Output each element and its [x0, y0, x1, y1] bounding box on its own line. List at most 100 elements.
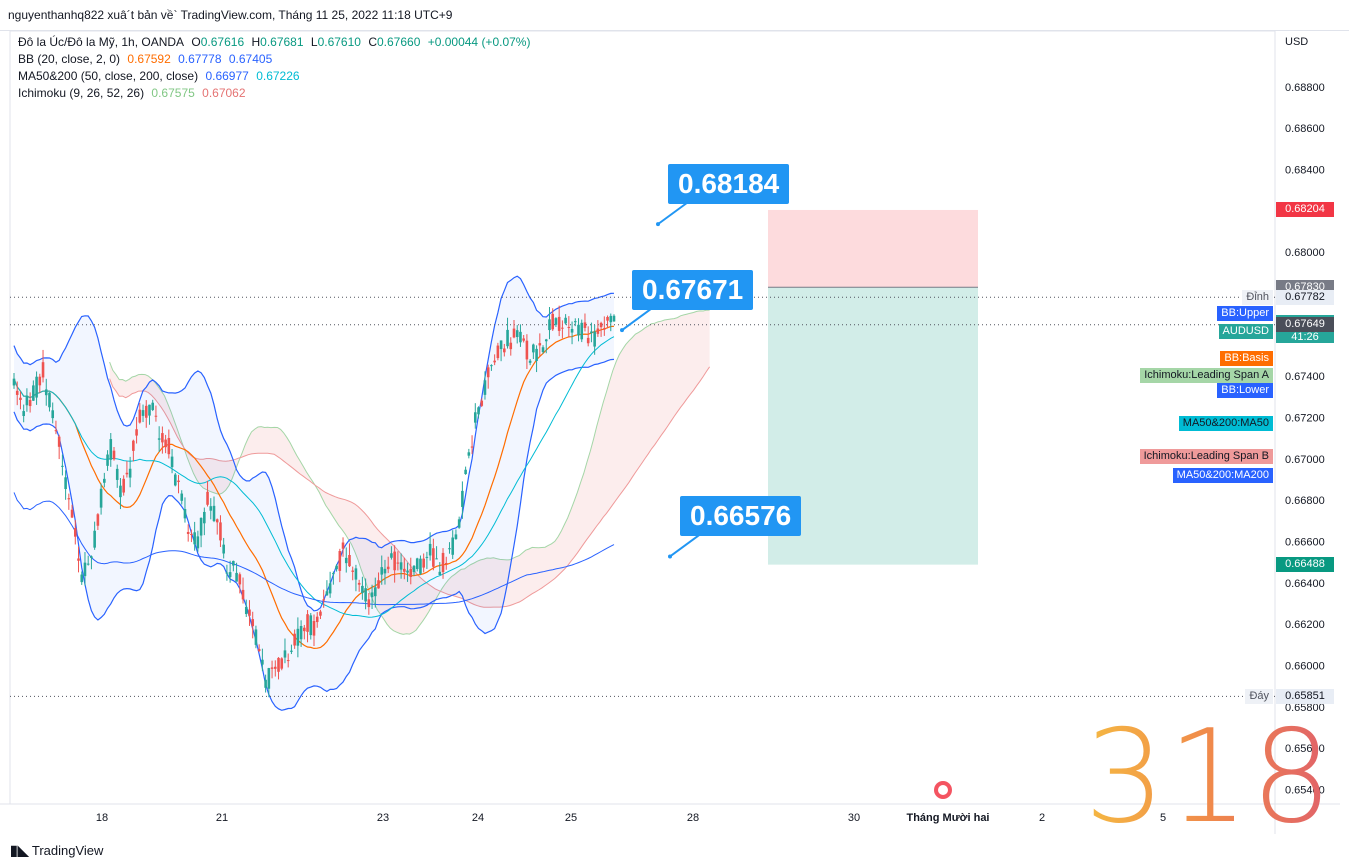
- candle-body: [154, 415, 158, 417]
- candle-body: [290, 650, 293, 652]
- legend-symbol-name: Đô la Úc/Đô la Mỹ, 1h, OANDA: [18, 35, 185, 49]
- price-callout: 0.66576: [680, 496, 802, 537]
- candle-body: [15, 390, 19, 395]
- candle-body: [151, 402, 155, 410]
- legend-bb[interactable]: BB (20, close, 2, 0) 0.67592 0.67778 0.6…: [18, 52, 276, 66]
- candle-body: [332, 573, 335, 575]
- candle-body: [190, 533, 193, 535]
- series-label: BB:Basis: [1220, 350, 1273, 366]
- candle-body: [415, 558, 419, 570]
- candle-body: [396, 562, 400, 564]
- candle-body: [61, 465, 64, 467]
- legend-symbol[interactable]: Đô la Úc/Đô la Mỹ, 1h, OANDA O0.67616 H0…: [18, 35, 534, 49]
- candle-body: [238, 574, 242, 585]
- candle-body: [435, 558, 438, 560]
- candle-body: [206, 491, 209, 505]
- candle-body: [454, 534, 458, 540]
- candle-body: [135, 429, 138, 436]
- candle-body: [496, 345, 500, 359]
- candle-body: [361, 585, 364, 594]
- candle-body: [515, 330, 519, 338]
- candle-body: [544, 339, 548, 342]
- candle-body: [403, 568, 406, 572]
- candle-body: [603, 328, 606, 330]
- candle-body: [609, 315, 613, 323]
- candle-body: [225, 572, 229, 574]
- y-tick-label: 0.66800: [1285, 495, 1325, 507]
- legend-bb-lower: 0.67405: [228, 52, 273, 66]
- candle-body: [461, 490, 464, 507]
- candle-body: [441, 552, 445, 573]
- candle-body: [341, 542, 345, 549]
- legend-span-a: 0.67575: [151, 86, 195, 100]
- leading-span-a: [109, 309, 710, 635]
- candle-body: [22, 411, 25, 417]
- y-tick-label: 0.66400: [1285, 578, 1325, 590]
- candle-body: [261, 659, 264, 665]
- y-tick-label: 0.68800: [1285, 82, 1325, 94]
- candle-body: [386, 566, 390, 570]
- candle-body: [390, 553, 393, 558]
- candle-body: [312, 621, 316, 636]
- y-tick-label: 0.65600: [1285, 743, 1325, 755]
- x-tick-label: 25: [565, 812, 577, 824]
- x-tick-label: 23: [377, 812, 389, 824]
- candle-body: [467, 452, 471, 456]
- callout-pointer: [621, 307, 653, 331]
- candle-body: [422, 558, 425, 568]
- y-tick-label: 0.65400: [1285, 785, 1325, 797]
- candle-body: [596, 328, 600, 334]
- candle-body: [315, 616, 319, 623]
- candle-body: [551, 313, 555, 330]
- legend-ichimoku[interactable]: Ichimoku (9, 26, 52, 26) 0.67575 0.67062: [18, 86, 250, 100]
- candle-body: [344, 557, 348, 564]
- candle-body: [148, 404, 151, 416]
- price-tag: 0.65851: [1276, 688, 1334, 704]
- candle-body: [141, 410, 145, 416]
- candle-body: [273, 666, 277, 669]
- y-tick-label: 0.68000: [1285, 247, 1325, 259]
- candle-body: [83, 562, 87, 577]
- x-tick-label: 2: [1039, 812, 1045, 824]
- candle-body: [370, 592, 374, 598]
- candle-body: [112, 450, 116, 460]
- candle-body: [125, 472, 129, 475]
- candle-body: [251, 619, 255, 627]
- candle-body: [425, 556, 429, 558]
- candle-body: [180, 493, 184, 501]
- candle-body: [519, 331, 522, 343]
- bb-lower-line: [13, 358, 615, 711]
- candle-body: [541, 347, 545, 353]
- countdown-timer: 41:26: [1291, 330, 1319, 343]
- candle-body: [212, 505, 216, 522]
- candle-body: [132, 440, 135, 451]
- candle-body: [235, 572, 238, 582]
- candle-body: [80, 574, 84, 583]
- series-label: MA50&200:MA50: [1178, 415, 1273, 431]
- candle-body: [335, 565, 338, 570]
- series-label: BB:Upper: [1217, 306, 1273, 322]
- legend-high: 0.67681: [260, 35, 304, 49]
- legend-ma[interactable]: MA50&200 (50, close, 200, close) 0.66977…: [18, 69, 304, 83]
- price-tag: 0.67649: [1276, 317, 1334, 333]
- candle-body: [93, 530, 96, 548]
- tradingview-brand: TradingView: [31, 843, 104, 858]
- short-position-tool: [768, 209, 978, 565]
- candle-body: [267, 668, 271, 689]
- candle-body: [557, 316, 561, 331]
- candle-body: [586, 337, 590, 344]
- candle-body: [483, 380, 487, 395]
- candle-body: [357, 582, 361, 585]
- candle-body: [257, 649, 261, 652]
- tradingview-logo[interactable]: ▮◣ TradingView: [10, 842, 103, 859]
- candle-body: [393, 551, 396, 571]
- series-label: Đỉnh: [1242, 289, 1273, 305]
- legend-high-label: H: [251, 35, 261, 49]
- candle-body: [512, 328, 516, 338]
- x-tick-label: 21: [216, 812, 228, 824]
- x-tick-label: 5: [1160, 812, 1166, 824]
- candle-body: [612, 315, 616, 322]
- y-tick-label: 0.67400: [1285, 371, 1325, 383]
